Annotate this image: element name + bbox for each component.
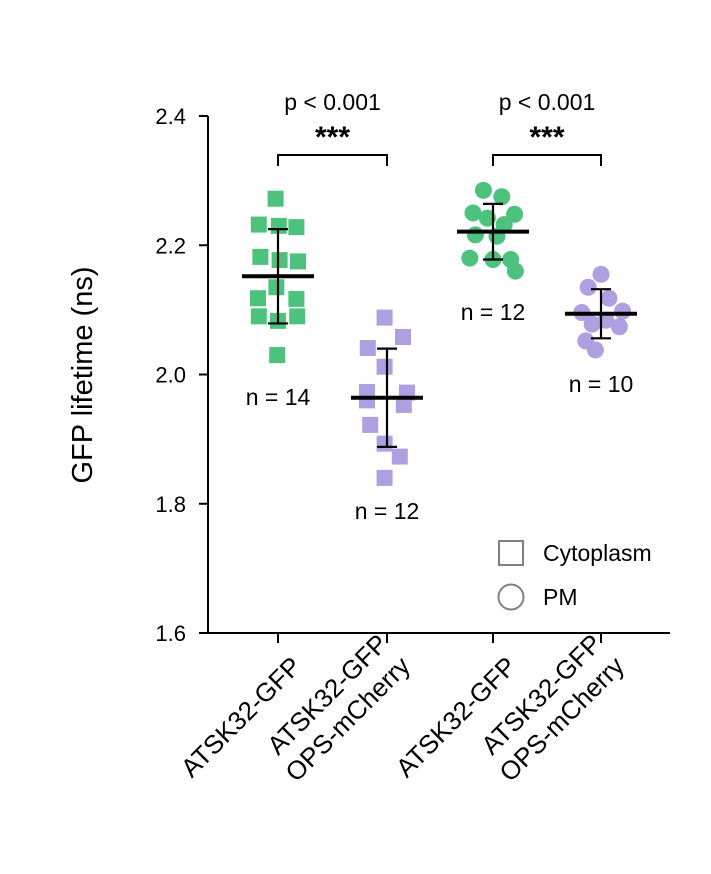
data-point-square	[289, 308, 306, 325]
data-point-square	[391, 448, 408, 465]
data-point-square	[362, 416, 379, 433]
significance-stars: ***	[529, 121, 564, 154]
significance-stars: ***	[315, 121, 350, 154]
y-tick-label: 2.2	[155, 233, 186, 258]
y-axis: 1.6 1.8 2.0 2.2 2.4 GFP lifetime (ns)	[67, 104, 209, 646]
data-point-circle	[461, 249, 479, 267]
data-point-square	[288, 219, 305, 236]
n-label: n = 12	[355, 498, 420, 524]
data-point-square	[271, 252, 288, 269]
y-tick-label: 2.0	[155, 363, 186, 388]
x-tick-label: ATSK32-GFPOPS-mCherry	[471, 628, 630, 787]
series-group-1: n = 14	[242, 190, 314, 410]
data-point-square	[250, 216, 267, 233]
p-value-label: p < 0.001	[499, 89, 596, 115]
legend-item-cytoplasm: Cytoplasm	[498, 540, 652, 566]
data-point-circle	[506, 205, 524, 223]
data-point-circle	[466, 226, 484, 244]
data-point-circle	[506, 262, 524, 280]
data-point-circle	[478, 209, 496, 227]
data-point-square	[395, 329, 411, 346]
comparison-2: *** p < 0.001	[492, 89, 602, 166]
data-point-circle	[583, 315, 601, 333]
data-point-square	[269, 347, 286, 364]
data-point-square	[376, 309, 393, 326]
legend: Cytoplasm PM	[497, 540, 652, 611]
data-point-square	[359, 340, 376, 357]
significance-bracket	[492, 154, 602, 166]
series-group-4: n = 10	[565, 265, 637, 397]
data-point-circle	[610, 318, 628, 336]
significance-bracket	[277, 154, 388, 166]
data-point-circle	[614, 302, 632, 320]
data-point-square	[376, 358, 393, 375]
data-point-square	[359, 392, 375, 409]
legend-square-icon	[498, 540, 524, 566]
y-tick-label: 2.4	[155, 104, 186, 129]
data-point-circle	[464, 204, 482, 222]
data-point-square	[267, 190, 284, 207]
legend-label: Cytoplasm	[543, 540, 652, 566]
legend-label: PM	[543, 584, 578, 610]
x-axis: ATSK32-GFPATSK32-GFPOPS-mCherryATSK32-GF…	[175, 628, 670, 787]
data-point-circle	[579, 278, 597, 296]
series-group-3: n = 12	[457, 181, 529, 325]
legend-item-pm: PM	[497, 583, 578, 611]
y-axis-title: GFP lifetime (ns)	[67, 266, 99, 483]
data-point-circle	[586, 341, 604, 359]
data-point-square	[250, 290, 266, 307]
n-label: n = 10	[569, 371, 634, 397]
data-point-square	[288, 290, 305, 307]
n-label: n = 12	[461, 299, 526, 325]
data-point-circle	[600, 289, 618, 307]
data-series: n = 14 n = 12 n = 12 n = 10	[242, 181, 637, 524]
data-point-square	[250, 308, 267, 325]
y-tick-label: 1.6	[155, 621, 186, 646]
data-point-square	[376, 435, 393, 452]
data-point-square	[395, 396, 412, 413]
p-value-label: p < 0.001	[284, 89, 381, 115]
data-point-circle	[592, 265, 610, 283]
data-point-square	[290, 253, 306, 270]
series-group-2: n = 12	[351, 309, 423, 524]
comparison-annotations: *** p < 0.001 *** p < 0.001	[277, 89, 602, 166]
data-point-square	[252, 248, 269, 265]
data-point-circle	[474, 181, 492, 199]
legend-circle-icon	[497, 583, 525, 611]
data-point-square	[268, 279, 285, 296]
data-point-square	[376, 469, 393, 486]
comparison-1: *** p < 0.001	[277, 89, 388, 166]
y-tick-label: 1.8	[155, 492, 186, 517]
n-label: n = 14	[246, 384, 311, 410]
data-point-circle	[493, 188, 511, 206]
